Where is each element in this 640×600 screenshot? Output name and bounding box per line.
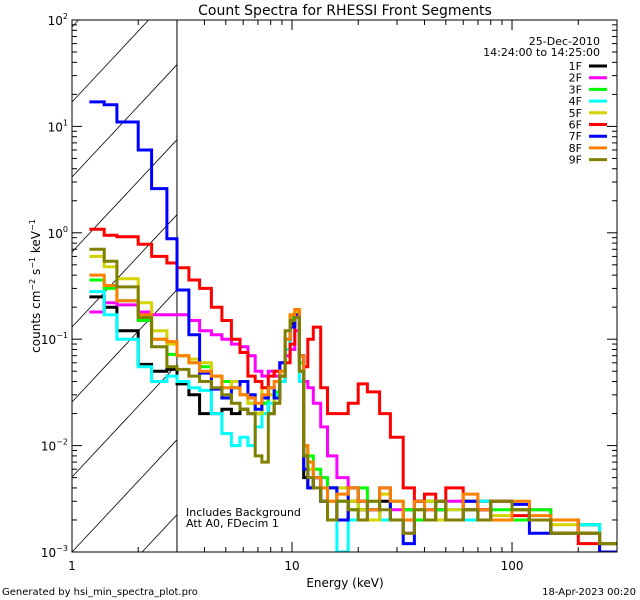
series-2F: [89, 301, 617, 546]
legend-label-2F: 2F: [569, 72, 582, 85]
x-axis-label: Energy (keV): [306, 576, 383, 590]
y-tick-label: 10−2: [41, 438, 68, 454]
series-6F: [89, 227, 617, 552]
series-group: [89, 100, 617, 552]
x-tick-label: 1: [68, 559, 76, 573]
time-range-label: 14:24:00 to 14:25:00: [483, 46, 600, 59]
y-tick-label: 10−1: [41, 331, 68, 347]
y-tick-label: 102: [48, 12, 68, 28]
hatch-line: [71, 289, 178, 403]
annotation-attenuator: Att A0, FDecim 1: [186, 517, 279, 530]
series-9F: [89, 247, 617, 546]
legend-label-6F: 6F: [569, 119, 582, 132]
hatch-line: [141, 514, 178, 553]
x-tick-label: 10: [284, 559, 299, 573]
series-8F: [89, 273, 617, 546]
footer-generated-by: Generated by hsi_min_spectra_plot.pro: [2, 587, 198, 598]
series-7F: [89, 100, 617, 552]
footer-timestamp: 18-Apr-2023 00:20: [542, 587, 636, 598]
legend-label-8F: 8F: [569, 142, 582, 155]
axis-ticks: 1 10 100 102 101 100 10−1 10−2 10−3: [41, 12, 618, 573]
legend-label-3F: 3F: [569, 83, 582, 96]
hatch-line: [71, 19, 149, 103]
legend-label-7F: 7F: [569, 130, 582, 143]
hatch-line: [71, 364, 178, 478]
y-tick-label: 101: [48, 118, 68, 134]
x-tick-label: 100: [501, 559, 524, 573]
y-axis-label: counts cm−2 s−1 keV−1: [28, 219, 43, 353]
plot-frame: [71, 19, 618, 553]
annotation-background: Includes Background: [186, 506, 301, 519]
series-4F: [89, 290, 617, 552]
series-1F: [89, 295, 617, 546]
legend-label-9F: 9F: [569, 154, 582, 167]
hatch-line: [71, 139, 178, 253]
series-3F: [89, 278, 617, 546]
hatch-line: [71, 19, 79, 28]
hatch-line: [71, 439, 178, 553]
date-label: 25-Dec-2010: [529, 35, 600, 48]
hatch-line: [71, 214, 178, 328]
chart-title: Count Spectra for RHESSI Front Segments: [198, 3, 492, 19]
legend-label-4F: 4F: [569, 95, 582, 108]
legend-label-1F: 1F: [569, 60, 582, 73]
series-5F: [89, 254, 617, 546]
y-tick-label: 100: [48, 225, 68, 241]
legend-label-5F: 5F: [569, 107, 582, 120]
y-tick-label: 10−3: [41, 544, 68, 560]
